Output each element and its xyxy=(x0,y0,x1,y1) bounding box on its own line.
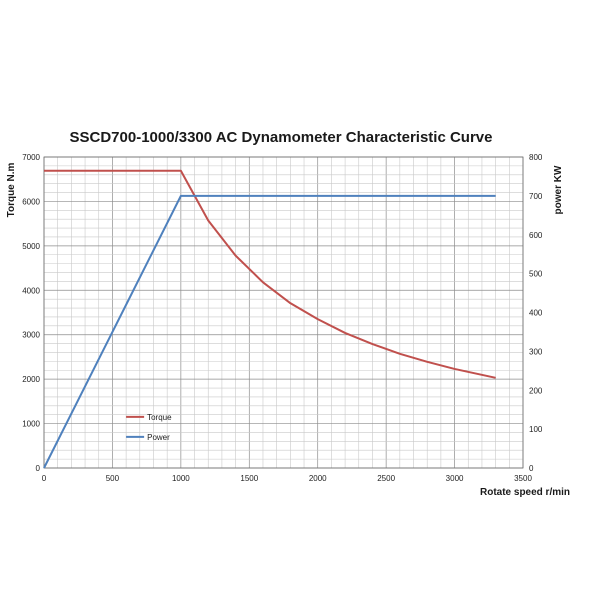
y-left-tick-label: 5000 xyxy=(22,242,40,251)
legend: Torque Power xyxy=(126,413,172,442)
y-right-tick-label: 700 xyxy=(529,192,543,201)
x-tick-label: 3000 xyxy=(446,474,464,483)
x-axis-title: Rotate speed r/min xyxy=(480,487,570,498)
power-series-line xyxy=(43,194,496,469)
torque-legend-label: Torque xyxy=(147,413,172,422)
y-axis-right-title: power KW xyxy=(553,165,564,214)
y-right-tick-label: 100 xyxy=(529,425,543,434)
tick-layer: 0 500 1000 1500 2000 2500 3000 3500010002000300… xyxy=(22,153,543,483)
y-left-tick-label: 0 xyxy=(36,464,41,473)
chart-title: SSCD700-1000/3300 AC Dynamometer Charact… xyxy=(70,129,493,146)
y-left-tick-label: 6000 xyxy=(22,197,40,206)
y-right-tick-label: 800 xyxy=(529,153,543,162)
y-right-tick-label: 600 xyxy=(529,231,543,240)
y-axis-left-title: Torque N.m xyxy=(6,162,17,217)
plot-frame xyxy=(43,156,524,469)
x-tick-label: 1000 xyxy=(172,474,190,483)
x-tick-label: 2000 xyxy=(309,474,327,483)
power-legend-label: Power xyxy=(147,433,170,442)
y-right-tick-label: 300 xyxy=(529,347,543,356)
torque-series-line xyxy=(44,169,496,379)
x-tick-label: 500 xyxy=(106,474,120,483)
grid-layer xyxy=(43,156,524,469)
x-tick-label: 2500 xyxy=(377,474,395,483)
x-tick-label: 3500 xyxy=(514,474,532,483)
series-layer xyxy=(43,169,496,469)
x-tick-label: 0 xyxy=(42,474,47,483)
x-tick-label: 1500 xyxy=(240,474,258,483)
y-left-tick-label: 2000 xyxy=(22,375,40,384)
y-left-tick-label: 3000 xyxy=(22,331,40,340)
y-left-tick-label: 1000 xyxy=(22,420,40,429)
y-right-tick-label: 400 xyxy=(529,309,543,318)
y-left-tick-label: 7000 xyxy=(22,153,40,162)
y-right-tick-label: 200 xyxy=(529,386,543,395)
y-left-tick-label: 4000 xyxy=(22,286,40,295)
y-right-tick-label: 500 xyxy=(529,270,543,279)
y-right-tick-label: 0 xyxy=(529,464,534,473)
